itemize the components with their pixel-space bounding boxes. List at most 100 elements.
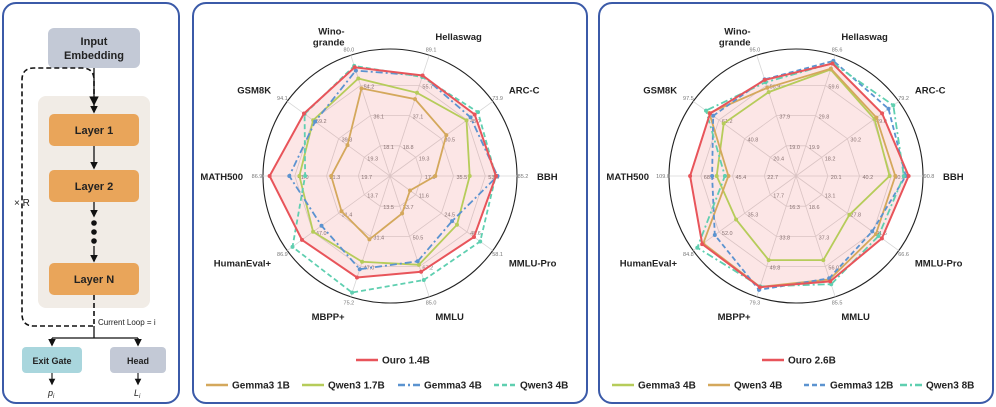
radar-panel-1: 33.7 50.5 67.2 85.0 11.6 24.5 48.6 58.1 17.0 35.5… [192, 2, 588, 404]
ring-tick-label: 53.5 [488, 175, 499, 181]
axis-max-label: 79.2 [898, 96, 909, 102]
data-point [415, 259, 420, 264]
data-point [476, 110, 480, 115]
data-point [300, 237, 304, 242]
data-point [319, 223, 324, 228]
axis-max-label: 79.3 [750, 301, 761, 307]
ring-tick-label: 18.1 [383, 145, 394, 151]
radar-chart-2: 18.6 37.3 56.0 85.5 13.1 27.8 41.6 66.6 20.1 40.2… [606, 27, 974, 392]
ring-tick-label: 31.4 [342, 212, 353, 218]
ring-tick-label: 45.7 [470, 119, 481, 125]
layer-2-label: Layer 2 [75, 181, 114, 193]
data-point [874, 115, 879, 120]
data-point [267, 174, 272, 178]
data-point [468, 115, 473, 120]
layer-2-box [49, 170, 139, 202]
ring-tick-label: 59.2 [316, 119, 327, 125]
axis-label: MMLU-Pro [915, 258, 963, 269]
input-embedding-box [48, 28, 140, 68]
axis-label: MATH500 [606, 172, 649, 183]
ellipsis-dots [91, 220, 97, 244]
data-point [880, 111, 885, 116]
axis-label: BBH [537, 172, 558, 183]
data-point [879, 236, 884, 241]
spoke [795, 55, 836, 177]
axis-max-label: 86.9 [252, 174, 263, 180]
ring-tick-label: 21.3 [330, 175, 341, 181]
legend-label: Qwen3 1.7B [328, 381, 385, 392]
data-point [297, 174, 302, 178]
data-point [329, 174, 334, 178]
ring-tick-label: 33.7 [403, 205, 414, 211]
axis-max-label: 94.1 [277, 96, 288, 102]
data-point [901, 174, 906, 178]
ring-tick-label: 40.2 [863, 175, 874, 181]
axis-max-label: 109.0 [656, 174, 670, 180]
data-point [734, 217, 739, 222]
axis-label: MMLU-Pro [509, 258, 557, 269]
data-point [711, 113, 716, 118]
ring-tick-label: 45.4 [736, 175, 747, 181]
axis-label: Hellaswag [841, 32, 888, 43]
data-point [766, 90, 771, 95]
ring-tick-label: 16.3 [789, 205, 800, 211]
data-point [712, 233, 717, 237]
data-point [433, 174, 438, 178]
data-point [367, 237, 372, 242]
loop-count-label: × R [14, 198, 30, 209]
head-box [110, 347, 166, 373]
axis-label: MMLU [841, 312, 870, 323]
axis-label: GSM8K [237, 86, 271, 97]
data-point [360, 259, 365, 264]
legend-label: Gemma3 1B [232, 381, 290, 392]
layer-1-box [49, 114, 139, 146]
spoke [389, 175, 430, 297]
ring-tick-label: 59.6 [828, 84, 839, 90]
legend-label: Gemma3 4B [424, 381, 482, 392]
ring-tick-label: 60.3 [894, 175, 905, 181]
axis-label: Wino- [724, 27, 750, 38]
axis-max-label: 73.9 [492, 96, 503, 102]
axis-label: HumanEval+ [214, 258, 272, 269]
axis-label: Wino- [318, 27, 344, 38]
ring-tick-label: 18.8 [403, 145, 414, 151]
axis-max-label: 84.8 [683, 252, 694, 258]
data-point [704, 108, 708, 113]
architecture-panel: Input Embedding Layer 1 Layer 2 Layer N … [2, 2, 180, 404]
data-point [416, 262, 421, 267]
ring-tick-label: 29.8 [819, 115, 830, 121]
ring-tick-label: 68.1 [704, 175, 715, 181]
data-point [827, 276, 832, 281]
axis-max-label: 97.5 [683, 96, 694, 102]
data-point [847, 212, 852, 217]
axis-label: BBH [943, 172, 964, 183]
ring-tick-label: 22.7 [767, 175, 778, 181]
data-point [415, 90, 419, 95]
ring-tick-label: 31.4 [373, 235, 384, 241]
data-point [400, 211, 405, 216]
data-point [420, 73, 425, 78]
data-point [757, 285, 762, 290]
axis-label: MMLU [435, 312, 464, 323]
axis-label: grande [719, 38, 751, 49]
ring-tick-label: 37.9 [779, 115, 790, 121]
ring-tick-label: 37.1 [413, 115, 424, 121]
axis-max-label: 85.0 [426, 301, 437, 307]
data-point [714, 174, 719, 178]
legend-label: Ouro 1.4B [382, 356, 430, 367]
series-area [690, 63, 909, 288]
ring-tick-label: 47.0 [316, 231, 327, 237]
data-point [876, 234, 881, 238]
data-point [353, 68, 358, 73]
legend-label: Gemma3 12B [830, 381, 893, 392]
spoke [287, 175, 391, 251]
ring-tick-label: 19.3 [419, 156, 430, 162]
data-point [828, 279, 833, 284]
ring-tick-label: 49.0 [876, 119, 887, 125]
head-output-label: Li [134, 388, 141, 400]
data-point [726, 174, 731, 178]
ring-tick-label: 50.5 [413, 235, 424, 241]
ring-tick-label: 56.0 [828, 266, 839, 272]
data-point [700, 242, 705, 247]
data-point [413, 97, 417, 102]
